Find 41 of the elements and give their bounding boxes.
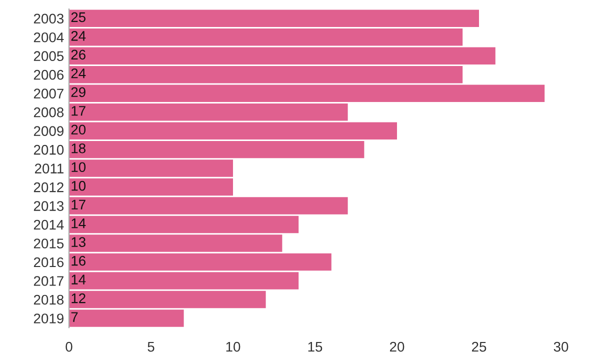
data-label: 17: [72, 200, 86, 210]
y-tick-label: 2016: [34, 257, 64, 268]
data-label: 16: [72, 256, 86, 266]
data-label: 24: [71, 31, 86, 41]
data-label: 10: [72, 180, 86, 191]
y-tick-label: 2012: [34, 182, 64, 192]
data-label: 29: [71, 87, 86, 98]
data-label: 25: [71, 12, 86, 22]
data-label: 20: [71, 124, 86, 135]
x-tick-label: 15: [308, 342, 322, 352]
data-label: 7: [71, 312, 78, 322]
data-label: 13: [72, 237, 86, 247]
x-tick-label: 0: [66, 342, 72, 352]
x-tick-label: 20: [390, 342, 404, 352]
data-label: 14: [72, 218, 86, 228]
y-tick-label: 2007: [34, 88, 64, 99]
data-label: 10: [72, 162, 86, 172]
data-label: 18: [72, 143, 86, 154]
y-tick-label: 2004: [34, 32, 64, 42]
y-tick-label: 2014: [34, 220, 64, 230]
y-tick-label: 2015: [34, 238, 64, 248]
data-label: 14: [72, 274, 86, 284]
data-label: 24: [71, 68, 86, 78]
y-tick-label: 2009: [34, 126, 64, 136]
x-tick-label: 10: [226, 342, 240, 352]
y-tick-label: 2017: [34, 276, 64, 286]
y-tick-label: 2006: [34, 70, 64, 80]
y-tick-label: 2013: [34, 201, 64, 211]
y-tick-label: 2019: [34, 314, 64, 324]
y-tick-label: 2008: [34, 107, 64, 118]
y-tick-label: 2011: [34, 164, 64, 174]
y-tick-label: 2003: [34, 14, 64, 24]
x-tick-label: 5: [148, 342, 154, 352]
y-tick-label: 2010: [34, 144, 64, 155]
x-tick-label: 25: [472, 342, 486, 352]
y-tick-label: 2018: [34, 294, 64, 305]
data-label: 26: [71, 50, 86, 60]
data-label: 17: [72, 106, 86, 116]
x-tick-label: 30: [554, 342, 568, 352]
data-label: 12: [72, 293, 86, 304]
y-tick-label: 2005: [34, 51, 64, 62]
